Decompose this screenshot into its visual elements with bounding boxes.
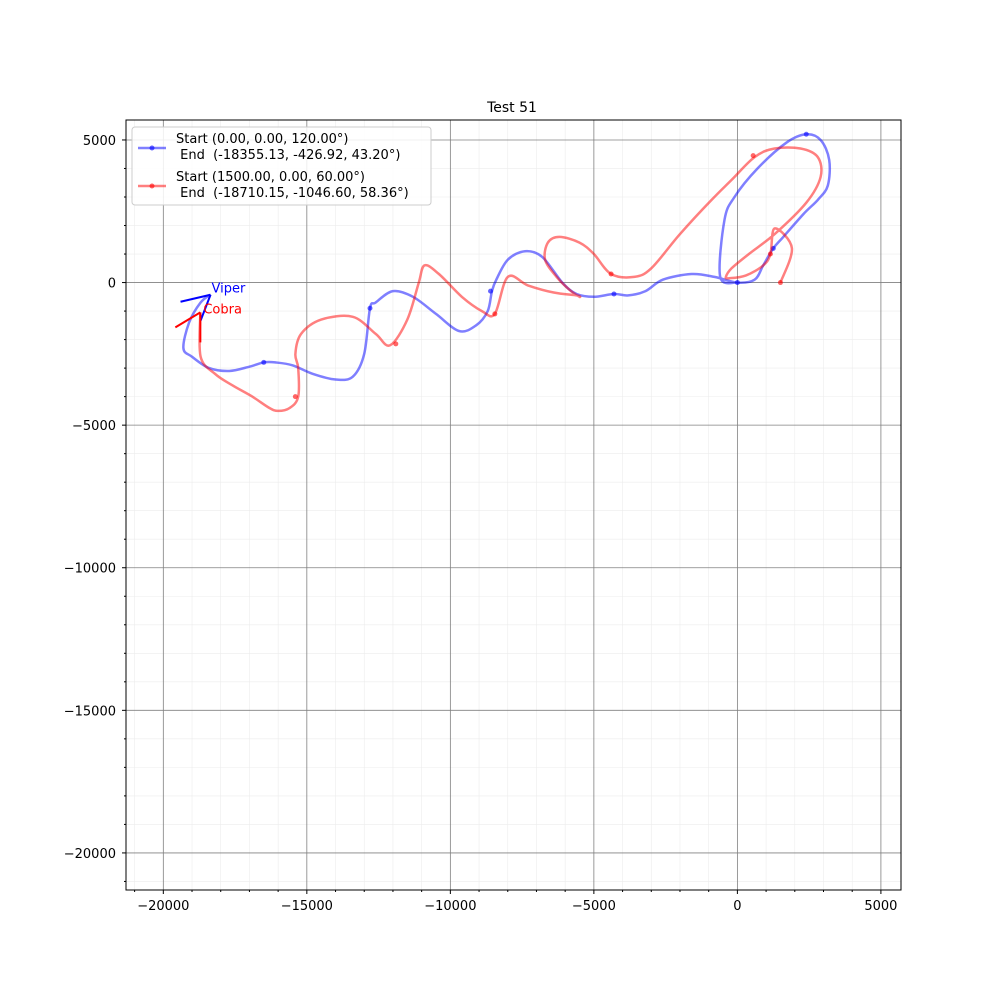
x-tick-label: −10000 [424, 899, 476, 914]
y-tick-label: 5000 [83, 134, 116, 149]
chart-title: Test 51 [486, 100, 537, 116]
series-marker-1 [767, 251, 773, 257]
minor-grid [126, 120, 901, 890]
y-tick-label: −20000 [64, 847, 116, 862]
series-marker-1 [750, 153, 756, 159]
x-tick-label: −5000 [572, 899, 616, 914]
y-tick-label: 0 [108, 277, 116, 292]
end-arrow-0: Viper [180, 282, 246, 322]
arrow-heading [174, 311, 201, 329]
legend-swatch-marker [149, 145, 155, 151]
series-marker-1 [777, 280, 783, 286]
x-tick-label: 0 [733, 899, 741, 914]
series-end-label: Viper [212, 282, 246, 297]
x-tick-label: −15000 [281, 899, 333, 914]
series-marker-1 [492, 311, 498, 317]
series-marker-1 [292, 394, 298, 400]
series-marker-0 [261, 359, 267, 365]
series-marker-0 [803, 131, 809, 137]
series-layer [182, 131, 832, 413]
series-marker-1 [393, 341, 399, 347]
series-marker-0 [367, 305, 373, 311]
series-marker-1 [608, 271, 614, 277]
series-marker-0 [488, 288, 494, 294]
legend-swatch-marker [149, 183, 155, 189]
series-end-label: Cobra [203, 302, 242, 317]
legend-box [131, 126, 432, 206]
y-tick-label: −10000 [64, 562, 116, 577]
legend-entry-label: Start (0.00, 0.00, 120.00°) [176, 132, 348, 147]
end-markers: Viper Cobra [174, 282, 246, 343]
y-tick-label: −5000 [72, 419, 116, 434]
x-tick-label: 5000 [864, 899, 897, 914]
axis-ticks: −20000 −15000 −10000 −5000 0 5000 5000 0 −5000 −1… [64, 134, 898, 914]
series-line-0 [182, 132, 832, 382]
arrow-heading [199, 294, 212, 322]
end-arrow-1: Cobra [174, 302, 242, 343]
arrow-heading [180, 293, 211, 303]
legend-entry-label: Start (1500.00, 0.00, 60.00°) [176, 170, 365, 185]
series-marker-0 [734, 280, 740, 286]
series-marker-0 [611, 291, 617, 297]
y-tick-label: −15000 [64, 704, 116, 719]
legend: Start (0.00, 0.00, 120.00°) End (-18355.… [131, 126, 432, 206]
legend-entry-label: End (-18710.15, -1046.60, 58.36°) [176, 186, 409, 201]
plot-frame [125, 119, 902, 891]
legend-entry-label: End (-18355.13, -426.92, 43.20°) [176, 148, 400, 163]
series-line-1 [198, 146, 823, 413]
x-tick-label: −20000 [137, 899, 189, 914]
